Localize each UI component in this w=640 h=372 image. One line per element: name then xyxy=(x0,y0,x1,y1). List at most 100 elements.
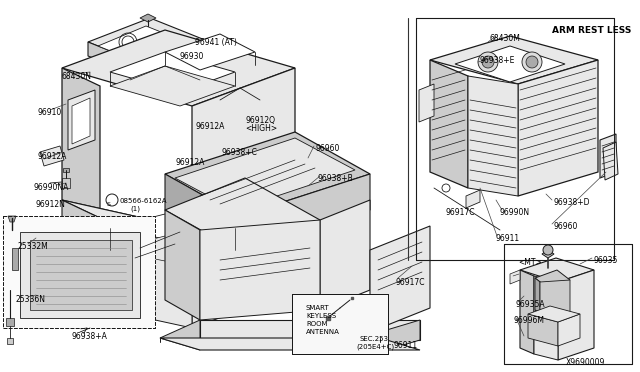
Text: S: S xyxy=(107,202,111,206)
Text: ROOM: ROOM xyxy=(306,321,328,327)
Polygon shape xyxy=(7,338,13,344)
Polygon shape xyxy=(535,270,570,288)
Polygon shape xyxy=(110,52,235,92)
Text: ARM REST LESS: ARM REST LESS xyxy=(552,26,632,35)
Text: 96960: 96960 xyxy=(554,222,579,231)
Polygon shape xyxy=(160,320,200,350)
Polygon shape xyxy=(30,240,132,310)
Polygon shape xyxy=(200,320,420,340)
Text: SEC.253: SEC.253 xyxy=(360,336,389,342)
Text: 96911: 96911 xyxy=(495,234,519,243)
Polygon shape xyxy=(6,318,14,326)
Text: 96990N: 96990N xyxy=(500,208,530,217)
Polygon shape xyxy=(148,42,210,80)
Polygon shape xyxy=(468,76,518,196)
Circle shape xyxy=(522,52,542,72)
Polygon shape xyxy=(603,142,618,180)
Polygon shape xyxy=(110,214,235,242)
Polygon shape xyxy=(520,270,534,354)
Text: X9690009: X9690009 xyxy=(566,358,605,367)
Text: 96912Q: 96912Q xyxy=(245,116,275,125)
Text: 08566-6162A: 08566-6162A xyxy=(120,198,168,204)
Polygon shape xyxy=(558,314,580,346)
Text: 96935: 96935 xyxy=(594,256,618,265)
Circle shape xyxy=(482,56,494,68)
Polygon shape xyxy=(62,30,295,106)
Polygon shape xyxy=(62,200,100,308)
Polygon shape xyxy=(600,134,616,178)
Text: 25336N: 25336N xyxy=(16,295,46,304)
Bar xyxy=(292,294,388,354)
Text: 96990NA: 96990NA xyxy=(34,183,69,192)
Bar xyxy=(416,18,614,260)
Text: 96912A: 96912A xyxy=(196,122,225,131)
Polygon shape xyxy=(466,190,480,208)
Bar xyxy=(416,18,614,260)
Circle shape xyxy=(478,52,498,72)
Polygon shape xyxy=(40,146,64,166)
Text: 68430N: 68430N xyxy=(62,72,92,81)
Polygon shape xyxy=(535,310,570,318)
Polygon shape xyxy=(88,42,148,80)
Text: 25332M: 25332M xyxy=(18,242,49,251)
Text: 68430M: 68430M xyxy=(490,34,521,43)
Polygon shape xyxy=(98,26,196,66)
Polygon shape xyxy=(62,68,100,218)
Polygon shape xyxy=(62,200,192,238)
Polygon shape xyxy=(165,210,200,320)
Polygon shape xyxy=(68,90,95,150)
Polygon shape xyxy=(160,338,420,350)
Polygon shape xyxy=(528,314,558,346)
Text: <HIGH>: <HIGH> xyxy=(245,124,277,133)
Polygon shape xyxy=(419,84,434,122)
Bar xyxy=(292,294,388,354)
Text: 96960: 96960 xyxy=(315,144,339,153)
Bar xyxy=(3,216,155,328)
Polygon shape xyxy=(558,270,594,360)
Polygon shape xyxy=(430,60,468,188)
Polygon shape xyxy=(165,34,255,70)
Polygon shape xyxy=(165,174,240,252)
Text: 96910: 96910 xyxy=(38,108,62,117)
Polygon shape xyxy=(62,200,192,238)
Polygon shape xyxy=(88,18,210,66)
Text: 96941 (AT): 96941 (AT) xyxy=(195,38,237,47)
Polygon shape xyxy=(370,226,430,332)
Text: 96930: 96930 xyxy=(180,52,204,61)
Bar xyxy=(3,216,155,328)
Text: 96912A: 96912A xyxy=(37,152,67,161)
Polygon shape xyxy=(72,98,90,144)
Polygon shape xyxy=(535,278,540,314)
Polygon shape xyxy=(240,174,370,252)
Polygon shape xyxy=(100,218,192,328)
Text: 96917C: 96917C xyxy=(445,208,474,217)
Text: 96917C: 96917C xyxy=(395,278,424,287)
Polygon shape xyxy=(12,248,18,270)
Polygon shape xyxy=(200,220,320,320)
Polygon shape xyxy=(20,232,140,318)
Text: 96938+D: 96938+D xyxy=(554,198,591,207)
Text: ANTENNA: ANTENNA xyxy=(306,329,340,335)
Polygon shape xyxy=(455,46,565,82)
Polygon shape xyxy=(518,60,598,196)
Text: 96911: 96911 xyxy=(394,341,418,350)
Polygon shape xyxy=(110,66,235,106)
Text: 96938+A: 96938+A xyxy=(72,332,108,341)
Polygon shape xyxy=(192,200,295,328)
Text: 96938+C: 96938+C xyxy=(222,148,258,157)
Polygon shape xyxy=(165,178,320,252)
Polygon shape xyxy=(510,270,520,284)
Polygon shape xyxy=(380,320,420,352)
Bar xyxy=(504,244,632,364)
Polygon shape xyxy=(320,200,370,310)
Text: (205E4+C): (205E4+C) xyxy=(356,344,394,350)
Polygon shape xyxy=(430,36,598,84)
Polygon shape xyxy=(542,250,554,258)
Polygon shape xyxy=(175,138,355,210)
Text: 96912N: 96912N xyxy=(36,200,66,209)
Polygon shape xyxy=(520,258,594,282)
Polygon shape xyxy=(528,306,580,322)
Polygon shape xyxy=(534,276,558,360)
Polygon shape xyxy=(165,132,370,216)
Text: 96938+B: 96938+B xyxy=(318,174,354,183)
